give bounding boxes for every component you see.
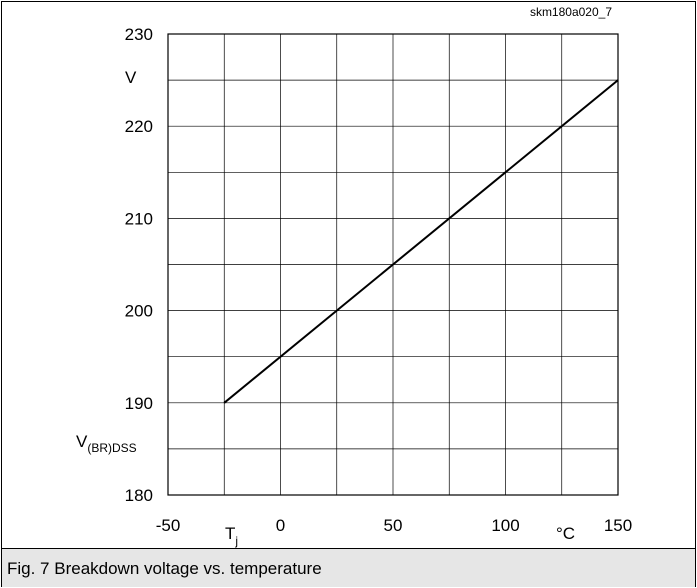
y-tick-label: 220 xyxy=(125,117,153,136)
plot-border xyxy=(167,33,619,496)
x-axis-label: Tj xyxy=(225,524,238,548)
y-tick-label: 190 xyxy=(125,394,153,413)
y-tick-label: 200 xyxy=(125,302,153,321)
x-axis-label-sub: j xyxy=(234,534,238,548)
x-tick-labels: -50 0 50 100 150 xyxy=(156,516,632,535)
y-tick-label: 210 xyxy=(125,209,153,228)
y-tick-label: 230 xyxy=(125,25,153,44)
x-unit-label: °C xyxy=(556,524,575,543)
x-tick-label: 50 xyxy=(384,516,403,535)
figure-id: skm180a020_7 xyxy=(530,5,612,19)
y-tick-labels: 180 190 200 210 220 230 xyxy=(125,25,153,505)
figure-caption-bar: Fig. 7 Breakdown voltage vs. temperature xyxy=(2,548,695,587)
series-line xyxy=(223,79,619,404)
grid-lines xyxy=(168,34,618,495)
y-tick-label: 180 xyxy=(125,486,153,505)
chart-svg: 180 190 200 210 220 230 -50 0 50 100 150 skm180a0… xyxy=(76,5,632,548)
y-axis-label-main: V xyxy=(76,432,88,451)
y-axis-label-sub: (BR)DSS xyxy=(87,441,136,455)
y-axis-label: V(BR)DSS xyxy=(76,432,137,455)
x-tick-label: 100 xyxy=(491,516,519,535)
x-tick-label: 0 xyxy=(276,516,285,535)
series-group xyxy=(223,79,619,404)
y-unit-label: V xyxy=(125,68,137,87)
x-axis-label-main: T xyxy=(225,524,235,543)
figure-caption: Fig. 7 Breakdown voltage vs. temperature xyxy=(7,559,322,578)
x-tick-label: 150 xyxy=(604,516,632,535)
x-tick-label: -50 xyxy=(156,516,181,535)
